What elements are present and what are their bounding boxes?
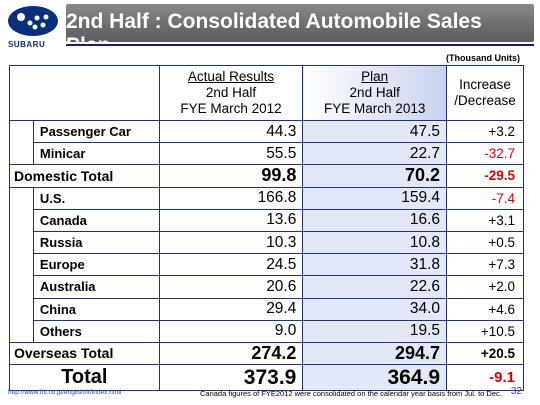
table-row: Australia 20.6 22.6 +2.0 <box>10 275 524 299</box>
header-plan: Plan 2nd Half FYE March 2013 <box>302 65 448 121</box>
header-change-line1: Increase <box>459 77 511 92</box>
change-value: +3.1 <box>446 208 524 232</box>
page-number: 32 <box>510 386 522 397</box>
row-label: Australia <box>32 275 160 299</box>
plan-value: 70.2 <box>302 164 448 188</box>
plan-value: 364.9 <box>302 364 448 392</box>
table-row: Canada 13.6 16.6 +3.1 <box>10 208 524 232</box>
row-label: U.S. <box>32 186 160 210</box>
header-plan-line3: FYE March 2013 <box>324 101 426 116</box>
logo-text: SUBARU <box>8 40 46 49</box>
change-value: +7.3 <box>446 253 524 277</box>
row-label: Europe <box>32 253 160 277</box>
table-row: Others 9.0 19.5 +10.5 <box>10 319 524 343</box>
plan-value: 31.8 <box>302 253 448 277</box>
footer-note: Canada figures of FYE2012 were consolida… <box>200 389 502 398</box>
header-empty-cell <box>9 65 160 121</box>
actual-value: 29.4 <box>158 297 304 321</box>
row-label: Minicar <box>32 142 160 166</box>
plan-value: 10.8 <box>302 230 448 255</box>
change-value: +2.0 <box>446 275 524 299</box>
table-header-row: Actual Results 2nd Half FYE March 2012 P… <box>9 65 524 121</box>
header-actual-line1: Actual Results <box>187 69 275 84</box>
header-change-line2: /Decrease <box>454 93 516 108</box>
plan-value: 34.0 <box>302 297 448 321</box>
header-actual: Actual Results 2nd Half FYE March 2012 <box>158 65 304 121</box>
header-plan-line2: 2nd Half <box>349 85 400 100</box>
plan-value: 16.6 <box>302 208 448 232</box>
row-label: Canada <box>32 208 160 232</box>
row-label: Domestic Total <box>9 164 160 188</box>
actual-value: 10.3 <box>158 230 304 255</box>
change-value: -32.7 <box>446 142 524 166</box>
plan-value: 19.5 <box>302 319 448 343</box>
row-label: Others <box>32 319 160 343</box>
actual-value: 9.0 <box>158 319 304 343</box>
indent-cell <box>9 186 34 343</box>
header-plan-line1: Plan <box>361 69 389 84</box>
page-title: 2nd Half : Consolidated Automobile Sales… <box>66 10 482 57</box>
change-value: -9.1 <box>446 364 524 392</box>
actual-value: 99.8 <box>158 164 304 188</box>
table-row-subtotal: Overseas Total 274.2 294.7 +20.5 <box>9 341 524 366</box>
actual-value: 20.6 <box>158 275 304 299</box>
table-row: China 29.4 34.0 +4.6 <box>10 297 524 321</box>
change-value: -7.4 <box>446 186 524 210</box>
plan-value: 294.7 <box>302 341 448 366</box>
table-row: Passenger Car 44.3 47.5 +3.2 <box>9 119 524 166</box>
row-label: Russia <box>32 230 160 255</box>
change-value: +10.5 <box>446 319 524 343</box>
change-value: -29.5 <box>446 164 524 188</box>
header-actual-line3: FYE March 2012 <box>180 101 282 116</box>
subaru-logo: SUBARU <box>6 5 60 49</box>
row-label: Overseas Total <box>9 341 160 366</box>
change-value: +3.2 <box>446 119 524 144</box>
table-row: U.S. 166.8 159.4 -7.4 <box>9 186 524 343</box>
actual-value: 55.5 <box>158 142 304 166</box>
pleiades-icon <box>8 6 58 36</box>
row-label: Total <box>9 364 160 392</box>
actual-value: 13.6 <box>158 208 304 232</box>
actual-value: 373.9 <box>158 364 304 392</box>
footer-url[interactable]: http://www.fhi.co.jp/english/ir/index.ht… <box>8 389 122 396</box>
change-value: +4.6 <box>446 297 524 321</box>
title-underline <box>66 44 534 46</box>
row-label: Passenger Car <box>32 119 160 144</box>
table-row-subtotal: Domestic Total 99.8 70.2 -29.5 <box>9 164 524 188</box>
indent-cell <box>9 119 34 166</box>
actual-value: 274.2 <box>158 341 304 366</box>
units-label: (Thousand Units) <box>446 53 520 63</box>
row-label: China <box>32 297 160 321</box>
header-actual-line2: 2nd Half <box>205 85 257 100</box>
plan-value: 22.6 <box>302 275 448 299</box>
actual-value: 166.8 <box>158 186 304 210</box>
table-row-total: Total 373.9 364.9 -9.1 <box>9 364 524 392</box>
table-row: Europe 24.5 31.8 +7.3 <box>10 253 524 277</box>
change-value: +20.5 <box>446 341 524 366</box>
sales-plan-table: Actual Results 2nd Half FYE March 2012 P… <box>9 65 524 392</box>
table-row: Russia 10.3 10.8 +0.5 <box>10 230 524 255</box>
table-row: Minicar 55.5 22.7 -32.7 <box>10 142 524 166</box>
plan-value: 159.4 <box>302 186 448 210</box>
change-value: +0.5 <box>446 230 524 255</box>
plan-value: 22.7 <box>302 142 448 166</box>
plan-value: 47.5 <box>302 119 448 144</box>
header-change: Increase /Decrease <box>446 65 524 121</box>
actual-value: 44.3 <box>158 119 304 144</box>
actual-value: 24.5 <box>158 253 304 277</box>
title-bar: 2nd Half : Consolidated Automobile Sales… <box>66 4 534 57</box>
